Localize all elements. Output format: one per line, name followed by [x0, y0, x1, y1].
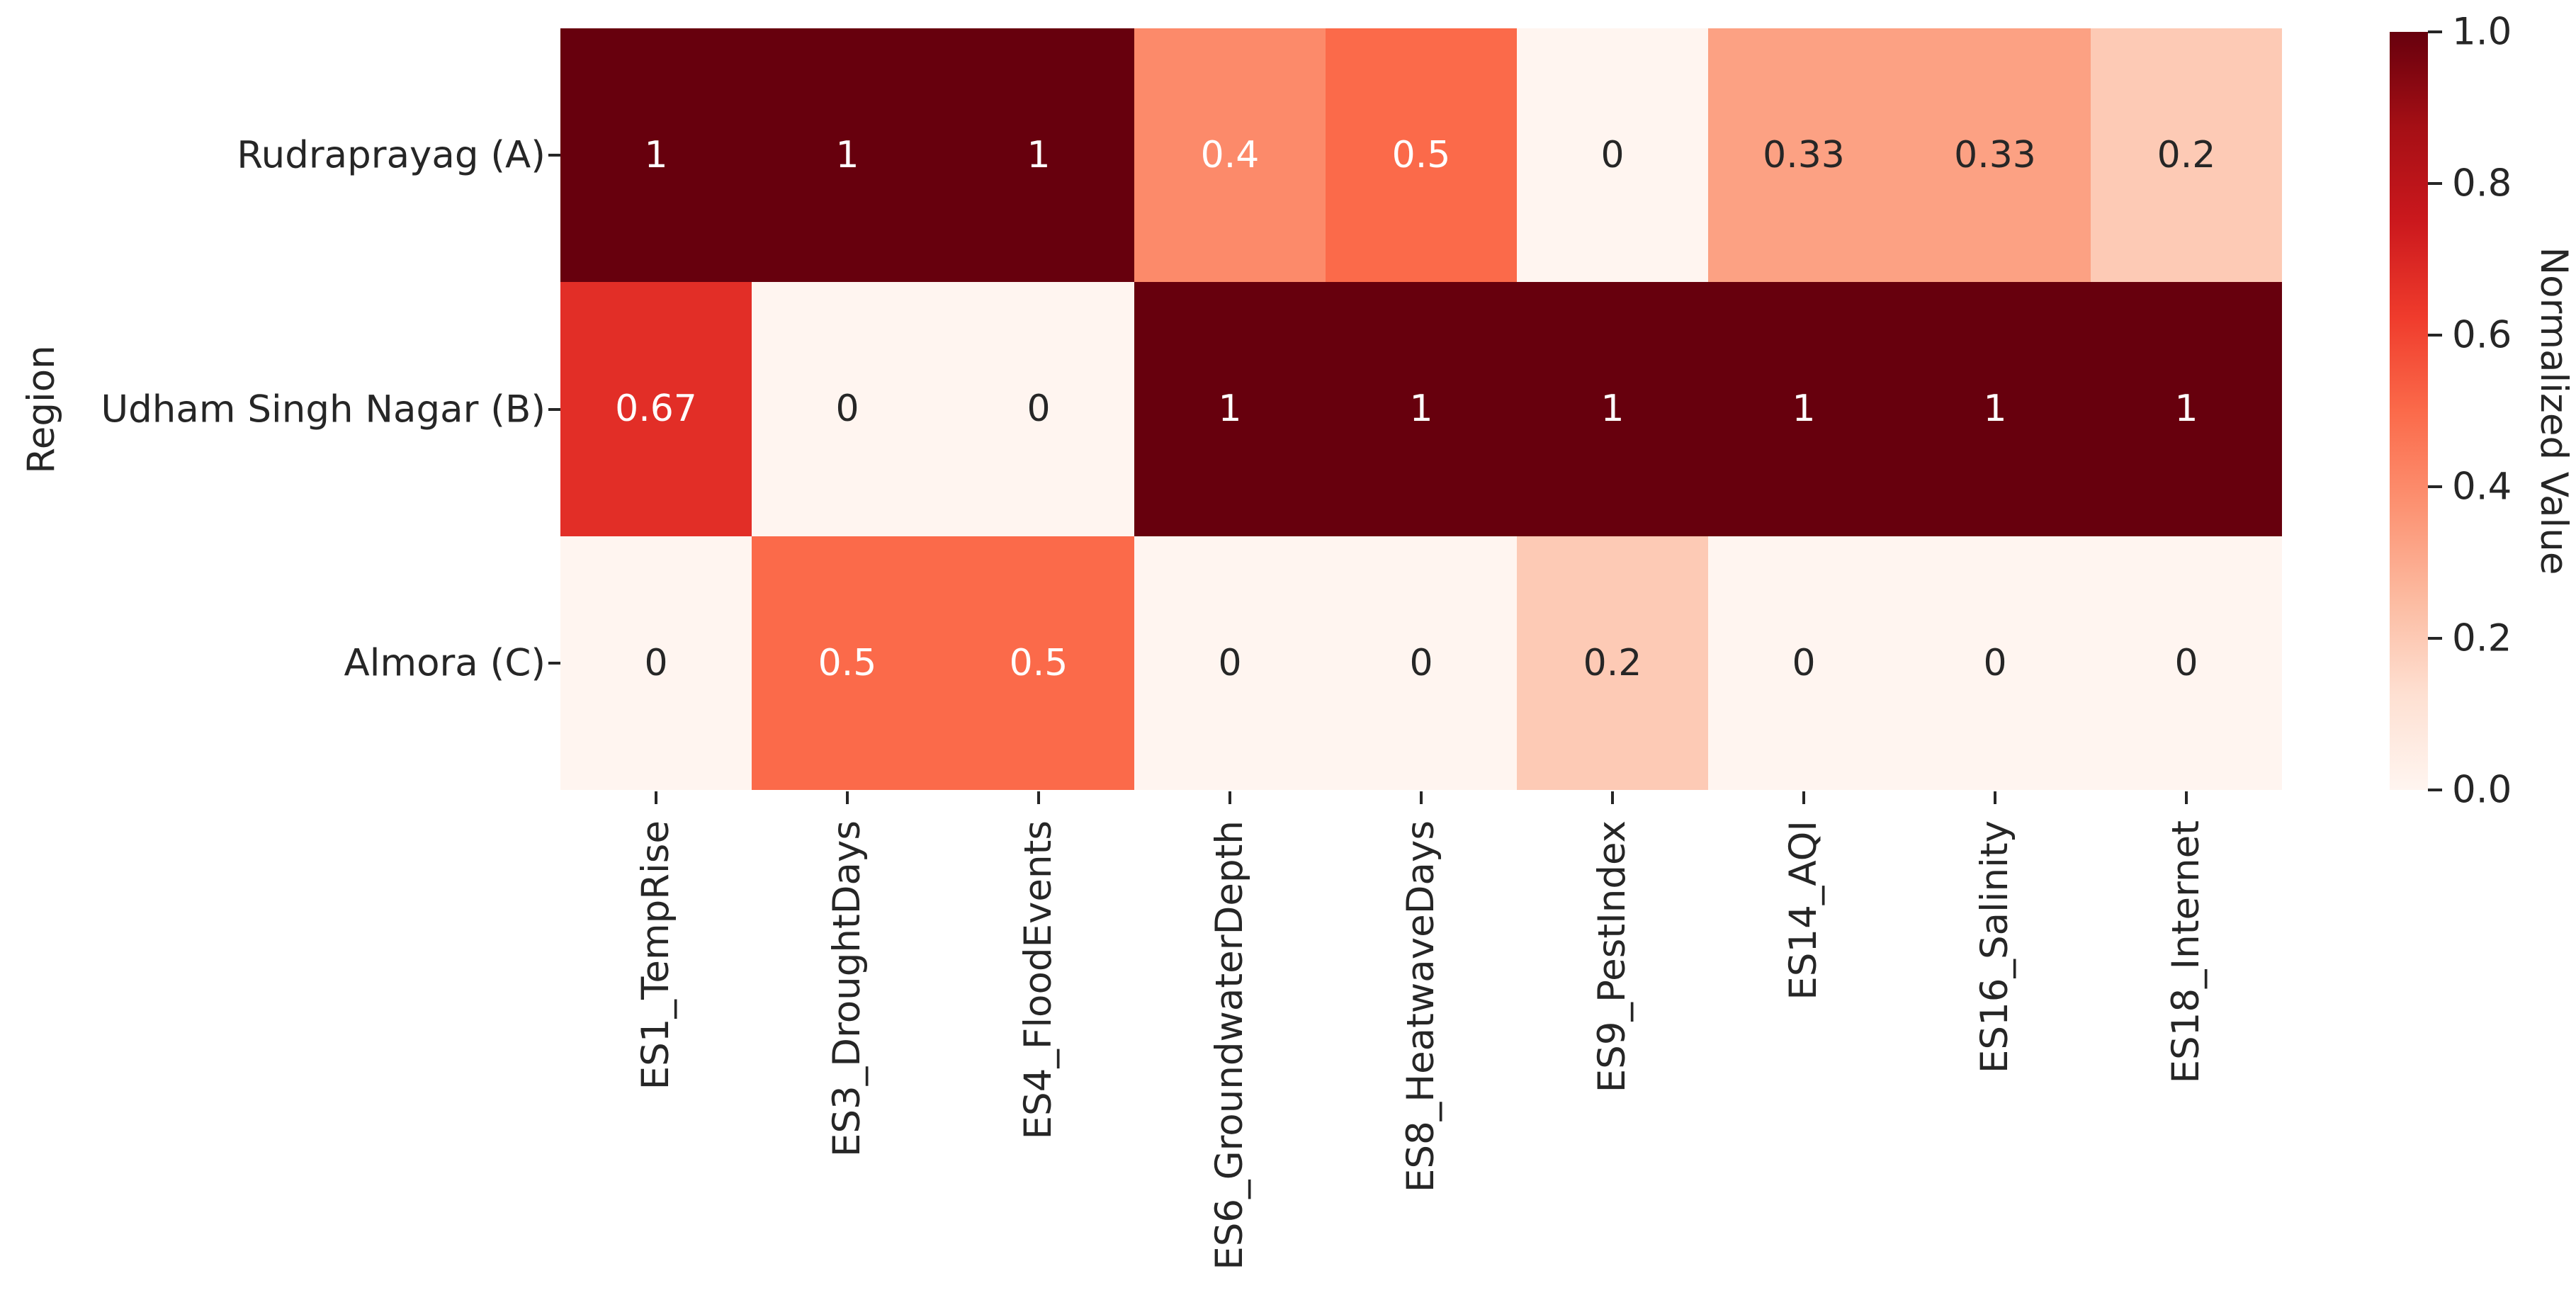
heatmap-cell: 1 [1134, 282, 1326, 536]
heatmap-cell: 0 [560, 536, 752, 790]
heatmap-cell-value: 0.67 [615, 388, 697, 431]
y-axis-label: Region [20, 345, 63, 474]
heatmap-cell: 0.5 [1326, 28, 1517, 283]
heatmap-cell-value: 0.5 [818, 641, 877, 684]
heatmap-cell: 1 [1899, 282, 2091, 536]
heatmap-cell-value: 1 [1027, 134, 1051, 177]
heatmap-cell-value: 0 [1218, 641, 1242, 684]
heatmap-cell: 1 [752, 28, 943, 283]
heatmap-cell-value: 1 [1792, 388, 1816, 431]
heatmap-cell-value: 0 [644, 641, 668, 684]
heatmap-cell-value: 0.5 [1009, 641, 1068, 684]
heatmap-cell: 0 [1517, 28, 1708, 283]
x-tick [1037, 791, 1040, 804]
heatmap-cell: 0 [1708, 536, 1899, 790]
col-label: ES16_Salinity [1972, 820, 2016, 1074]
heatmap-cell: 0.4 [1134, 28, 1326, 283]
heatmap-cell-value: 0.4 [1200, 134, 1260, 177]
col-label: ES14_AQI [1781, 820, 1825, 1000]
col-label: ES9_PestIndex [1590, 820, 1634, 1093]
heatmap-cell: 0.67 [560, 282, 752, 536]
heatmap-cell-value: 1 [1983, 388, 2007, 431]
col-label: ES4_FloodEvents [1016, 820, 1060, 1140]
heatmap-cell: 0.33 [1899, 28, 2091, 283]
heatmap-cell: 0.5 [752, 536, 943, 790]
col-label: ES3_DroughtDays [825, 820, 869, 1158]
heatmap-cell: 1 [2091, 282, 2282, 536]
x-axis-tick-labels: ES1_TempRise ES3_DroughtDays ES4_FloodEven… [560, 820, 2282, 1270]
row-label: Rudraprayag (A) [237, 133, 546, 177]
heatmap-cell: 0.5 [943, 536, 1134, 790]
heatmap-cell-value: 0 [835, 388, 859, 431]
y-tick [548, 661, 560, 665]
heatmap-cell-value: 0.33 [1954, 134, 2036, 177]
heatmap-cell: 1 [943, 28, 1134, 283]
x-tick [1420, 791, 1423, 804]
colorbar-tick-label: 0.6 [2452, 313, 2512, 357]
heatmap-cell: 1 [1708, 282, 1899, 536]
heatmap-cell-value: 0 [1027, 388, 1051, 431]
heatmap-cell: 0 [943, 282, 1134, 536]
colorbar-label: Normalized Value [2532, 247, 2575, 575]
x-tick [1228, 791, 1231, 804]
heatmap-cell-value: 0 [1792, 641, 1816, 684]
colorbar-tick-label: 0.8 [2452, 162, 2512, 205]
heatmap-cell-value: 0 [2174, 641, 2198, 684]
heatmap-cell-value: 0 [1983, 641, 2007, 684]
col-label: ES18_Internet [2164, 820, 2208, 1084]
heatmap-cell: 1 [1517, 282, 1708, 536]
heatmap-cell: 0 [1899, 536, 2091, 790]
heatmap-cell: 0 [2091, 536, 2282, 790]
colorbar-tick [2428, 30, 2442, 33]
heatmap-cell-value: 0 [1409, 641, 1433, 684]
x-tick [846, 791, 849, 804]
heatmap-cell-value: 1 [835, 134, 859, 177]
x-tick [2185, 791, 2188, 804]
heatmap-cell: 0.2 [2091, 28, 2282, 283]
col-label: ES6_GroundwaterDepth [1207, 820, 1251, 1270]
heatmap-cell-value: 0.2 [1583, 641, 1642, 684]
colorbar-tick-label: 0.0 [2452, 768, 2512, 812]
y-tick [548, 407, 560, 411]
col-label: ES8_HeatwaveDays [1399, 820, 1442, 1193]
heatmap-cell-value: 0.2 [2157, 134, 2216, 177]
colorbar-tick [2428, 334, 2442, 337]
heatmap-cell-value: 1 [2174, 388, 2198, 431]
heatmap-cell: 1 [1326, 282, 1517, 536]
heatmap-cell-value: 1 [1600, 388, 1625, 431]
heatmap-cell-value: 0 [1600, 134, 1625, 177]
heatmap-cell: 0.2 [1517, 536, 1708, 790]
colorbar-tick [2428, 789, 2442, 791]
colorbar-tick-label: 0.2 [2452, 616, 2512, 660]
colorbar-tick [2428, 637, 2442, 640]
heatmap-cell: 0 [1326, 536, 1517, 790]
row-label: Almora (C) [344, 641, 546, 685]
col-label: ES1_TempRise [633, 820, 677, 1090]
x-tick [1994, 791, 1996, 804]
heatmap-cell: 1 [560, 28, 752, 283]
x-tick [1611, 791, 1614, 804]
colorbar-tick [2428, 485, 2442, 488]
colorbar-gradient [2390, 32, 2428, 790]
heatmap-cell: 0 [752, 282, 943, 536]
heatmap-cell: 0.33 [1708, 28, 1899, 283]
heatmap-cell: 0 [1134, 536, 1326, 790]
heatmap-cell-value: 0.5 [1391, 134, 1451, 177]
heatmap-grid: 1 1 1 0.4 0.5 0 0.33 0.33 0.2 0.67 0 0 1 1 1 1 1 1 0 0.5 0.5… [560, 28, 2282, 790]
colorbar-tick-label: 0.4 [2452, 465, 2512, 509]
heatmap-cell-value: 1 [644, 134, 668, 177]
y-tick [548, 154, 560, 157]
heatmap-cell-value: 0.33 [1763, 134, 1845, 177]
colorbar-tick-label: 1.0 [2452, 10, 2512, 54]
heatmap-cell-value: 1 [1218, 388, 1242, 431]
x-tick [1802, 791, 1805, 804]
colorbar-tick [2428, 182, 2442, 185]
heatmap-cell-value: 1 [1409, 388, 1433, 431]
x-tick [655, 791, 657, 804]
row-label: Udham Singh Nagar (B) [101, 388, 546, 431]
